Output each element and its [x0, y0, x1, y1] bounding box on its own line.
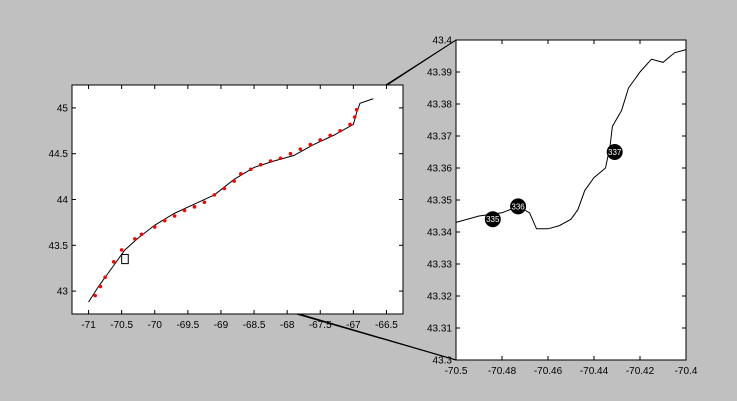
overview-data-point	[152, 225, 157, 229]
overview-data-point	[192, 205, 197, 209]
zoomed-x-tick-label: -70.44	[580, 366, 609, 377]
zoomed-y-tick-label: 43.34	[427, 228, 452, 239]
zoomed-x-tick-label: -70.42	[626, 366, 655, 377]
overview-data-point	[232, 179, 236, 183]
overview-data-point	[222, 186, 227, 191]
overview-x-tick-label: -67.5	[309, 320, 332, 331]
station-marker-label: 336	[511, 202, 525, 211]
overview-x-tick-label: -70.5	[110, 320, 133, 331]
overview-data-point	[182, 208, 187, 213]
overview-data-point	[133, 237, 137, 241]
overview-x-tick-label: -69.5	[176, 320, 199, 331]
overview-data-point	[119, 248, 124, 252]
overview-x-tick-label: -69	[214, 320, 229, 331]
overview-x-tick-label: -68.5	[243, 320, 266, 331]
overview-map-plot: -71 -70.5 -70 -69.5 -69 -68.5 -68 -67.5 -67 -66.5…	[49, 84, 404, 331]
zoomed-x-tick-label: -70.48	[488, 366, 517, 377]
zoomed-y-tick-label: 43.39	[427, 68, 452, 79]
overview-data-point	[212, 193, 217, 197]
zoomed-plot-data: 335 336 337	[455, 49, 687, 230]
overview-data-point	[328, 133, 332, 138]
overview-x-tick-label: -71	[81, 320, 96, 331]
zoomed-x-tick-label: -70.4	[675, 366, 698, 377]
zoomed-plot-axes: -70.5 -70.48 -70.46 -70.44 -70.42 -70.443.343…	[427, 36, 698, 378]
overview-plot-area	[71, 84, 404, 315]
zoomed-map-plot: 335 336 337 -70.5 -70.48 -70.46 -70.44 -70.42 -…	[427, 36, 698, 378]
station-marker-label: 335	[486, 215, 500, 224]
overview-data-point	[268, 159, 273, 163]
overview-data-point	[338, 129, 342, 133]
overview-data-point	[98, 284, 103, 289]
zoomed-y-tick-label: 43.31	[427, 324, 452, 335]
zoom-region-box	[121, 253, 129, 265]
zoomed-plot-area	[455, 39, 687, 361]
overview-plot-axes: -71 -70.5 -70 -69.5 -69 -68.5 -68 -67.5 -67 -66.5…	[49, 85, 403, 331]
zoomed-y-tick-label: 43.33	[427, 260, 452, 271]
overview-y-tick-label: 44	[57, 195, 69, 206]
overview-data-point	[202, 200, 207, 205]
overview-data-point	[288, 151, 293, 156]
overview-data-point	[278, 156, 283, 161]
overview-y-tick-label: 45	[57, 103, 69, 114]
zoomed-y-tick-label: 43.38	[427, 100, 452, 111]
overview-data-point	[348, 122, 352, 127]
overview-data-point	[162, 218, 167, 223]
zoomed-x-tick-label: -70.46	[534, 366, 563, 377]
overview-x-tick-label: -70	[148, 320, 163, 331]
overview-plot-data	[88, 98, 374, 303]
zoomed-y-tick-label: 43.37	[427, 132, 452, 143]
zoomed-y-tick-label: 43.32	[427, 292, 452, 303]
overview-x-tick-label: -66.5	[375, 320, 398, 331]
zoomed-y-tick-label: 43.3	[433, 356, 453, 367]
zoomed-y-tick-label: 43.36	[427, 164, 452, 175]
station-marker-label: 337	[608, 148, 622, 157]
overview-data-point	[308, 142, 313, 147]
station-marker	[510, 198, 527, 215]
zoomed-y-tick-label: 43.4	[433, 36, 453, 47]
overview-data-point	[248, 167, 253, 172]
overview-data-point	[298, 147, 303, 151]
overview-data-point	[93, 293, 97, 298]
station-marker	[484, 211, 501, 228]
overview-x-tick-label: -68	[280, 320, 295, 331]
overview-data-point	[103, 275, 107, 280]
overview-data-point	[352, 115, 357, 119]
overview-y-tick-label: 44.5	[49, 149, 69, 160]
overview-data-point	[354, 107, 359, 112]
overview-data-point	[172, 214, 177, 218]
overview-y-tick-label: 43	[57, 287, 69, 298]
overview-data-point	[318, 138, 323, 142]
zoomed-x-tick-label: -70.5	[445, 366, 468, 377]
overview-data-point	[139, 232, 144, 237]
overview-y-tick-label: 43.5	[49, 241, 69, 252]
station-marker	[606, 144, 623, 160]
overview-data-point	[111, 259, 116, 264]
overview-x-tick-label: -67	[346, 320, 361, 331]
overview-data-point	[239, 172, 243, 176]
zoomed-y-tick-label: 43.35	[427, 196, 452, 207]
overview-data-point	[258, 162, 263, 167]
